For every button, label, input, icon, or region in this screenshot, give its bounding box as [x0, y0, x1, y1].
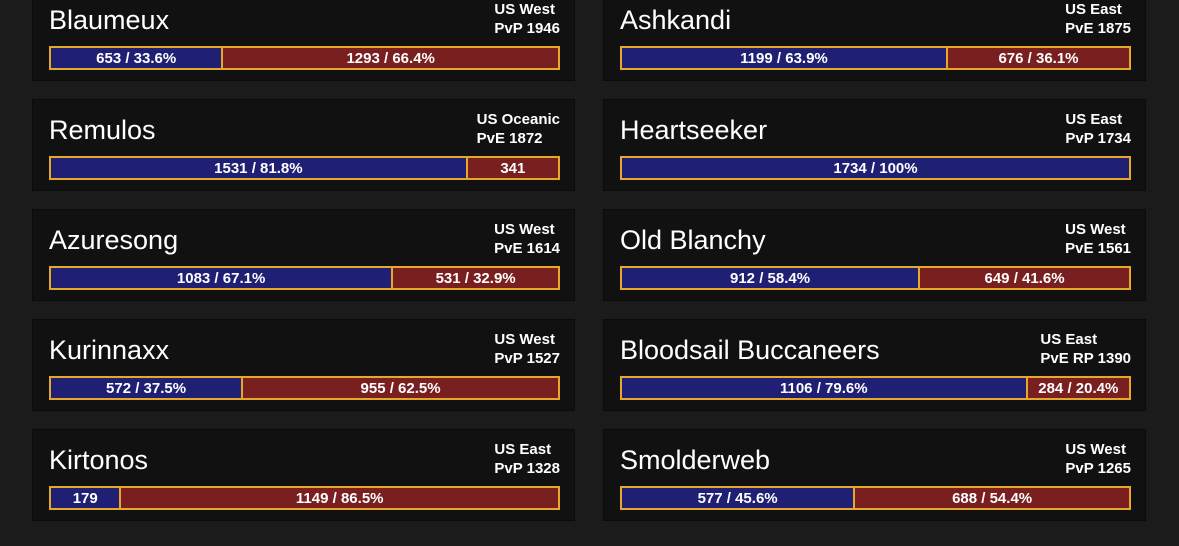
server-name: Kirtonos [49, 445, 149, 475]
server-type-population: PvE RP 1390 [1040, 350, 1131, 367]
faction-bar: 1106 / 79.6% 284 / 20.4% [620, 376, 1131, 400]
server-name: Blaumeux [49, 5, 170, 35]
server-card[interactable]: Kurinnaxx US West PvP 1527 572 / 37.5% 9… [32, 319, 575, 411]
server-region: US East [1065, 1, 1122, 18]
horde-segment: 955 / 62.5% [241, 378, 558, 398]
horde-segment: 284 / 20.4% [1025, 378, 1129, 398]
server-card[interactable]: Ashkandi US East PvE 1875 1199 / 63.9% 6… [603, 0, 1146, 81]
server-type-population: PvP 1946 [494, 20, 560, 37]
faction-bar: 653 / 33.6% 1293 / 66.4% [49, 46, 560, 70]
server-region: US West [494, 221, 555, 238]
horde-segment: 676 / 36.1% [945, 48, 1129, 68]
alliance-segment: 653 / 33.6% [51, 48, 222, 68]
server-meta: US West PvP 1527 [494, 330, 560, 368]
server-card[interactable]: Azuresong US West PvE 1614 1083 / 67.1% … [32, 209, 575, 301]
server-region: US West [1065, 441, 1126, 458]
faction-bar: 912 / 58.4% 649 / 41.6% [620, 266, 1131, 290]
faction-bar: 577 / 45.6% 688 / 54.4% [620, 486, 1131, 510]
server-name: Azuresong [49, 225, 179, 255]
server-meta: US East PvE 1875 [1065, 0, 1131, 38]
server-card[interactable]: Smolderweb US West PvP 1265 577 / 45.6% … [603, 429, 1146, 521]
faction-bar: 1734 / 100% [620, 156, 1131, 180]
server-region: US West [494, 331, 555, 348]
server-card[interactable]: Old Blanchy US West PvE 1561 912 / 58.4%… [603, 209, 1146, 301]
server-name: Smolderweb [620, 445, 771, 475]
server-name: Old Blanchy [620, 225, 766, 255]
server-region: US West [1065, 221, 1126, 238]
server-type-population: PvE 1872 [476, 130, 543, 147]
server-type-population: PvP 1265 [1065, 460, 1131, 477]
faction-bar: 1531 / 81.8% 341 [49, 156, 560, 180]
server-type-population: PvE 1561 [1065, 240, 1131, 257]
horde-segment: 1293 / 66.4% [221, 48, 558, 68]
alliance-segment: 1531 / 81.8% [51, 158, 466, 178]
server-name: Kurinnaxx [49, 335, 170, 365]
server-meta: US East PvP 1734 [1065, 110, 1131, 148]
server-meta: US East PvE RP 1390 [1040, 330, 1131, 368]
server-meta: US West PvP 1946 [494, 0, 560, 38]
server-region: US East [1065, 111, 1123, 128]
server-name: Remulos [49, 115, 156, 145]
server-meta: US West PvE 1614 [494, 220, 560, 258]
server-name: Heartseeker [620, 115, 768, 145]
server-meta: US Oceanic PvE 1872 [477, 110, 560, 148]
faction-bar: 1083 / 67.1% 531 / 32.9% [49, 266, 560, 290]
server-name: Ashkandi [620, 5, 732, 35]
server-name: Bloodsail Buccaneers [620, 335, 880, 365]
alliance-segment: 1106 / 79.6% [622, 378, 1026, 398]
server-type-population: PvP 1328 [494, 460, 560, 477]
horde-segment: 531 / 32.9% [391, 268, 558, 288]
server-type-population: PvE 1614 [494, 240, 560, 257]
server-card[interactable]: Remulos US Oceanic PvE 1872 1531 / 81.8%… [32, 99, 575, 191]
server-region: US East [494, 441, 552, 458]
horde-segment: 341 [465, 158, 558, 178]
alliance-segment: 1199 / 63.9% [622, 48, 946, 68]
server-meta: US West PvP 1265 [1065, 440, 1131, 478]
horde-segment: 688 / 54.4% [853, 488, 1129, 508]
horde-segment: 1149 / 86.5% [119, 488, 558, 508]
alliance-segment: 179 [51, 488, 120, 508]
alliance-segment: 577 / 45.6% [622, 488, 854, 508]
alliance-segment: 572 / 37.5% [51, 378, 242, 398]
server-type-population: PvP 1734 [1065, 130, 1131, 147]
faction-bar: 572 / 37.5% 955 / 62.5% [49, 376, 560, 400]
alliance-segment: 1083 / 67.1% [51, 268, 392, 288]
faction-bar: 1199 / 63.9% 676 / 36.1% [620, 46, 1131, 70]
server-meta: US West PvE 1561 [1065, 220, 1131, 258]
server-card[interactable]: Heartseeker US East PvP 1734 1734 / 100% [603, 99, 1146, 191]
faction-bar: 179 1149 / 86.5% [49, 486, 560, 510]
server-meta: US East PvP 1328 [494, 440, 560, 478]
server-grid: Blaumeux US West PvP 1946 653 / 33.6% 12… [32, 0, 1146, 521]
server-region: US West [494, 1, 555, 18]
server-type-population: PvE 1875 [1065, 20, 1131, 37]
server-region: US East [1040, 331, 1098, 348]
server-card[interactable]: Blaumeux US West PvP 1946 653 / 33.6% 12… [32, 0, 575, 81]
server-card[interactable]: Bloodsail Buccaneers US East PvE RP 1390… [603, 319, 1146, 411]
server-type-population: PvP 1527 [494, 350, 560, 367]
alliance-segment: 1734 / 100% [622, 158, 1129, 178]
server-card[interactable]: Kirtonos US East PvP 1328 179 1149 / 86.… [32, 429, 575, 521]
horde-segment: 649 / 41.6% [918, 268, 1129, 288]
alliance-segment: 912 / 58.4% [622, 268, 919, 288]
server-region: US Oceanic [476, 111, 560, 128]
